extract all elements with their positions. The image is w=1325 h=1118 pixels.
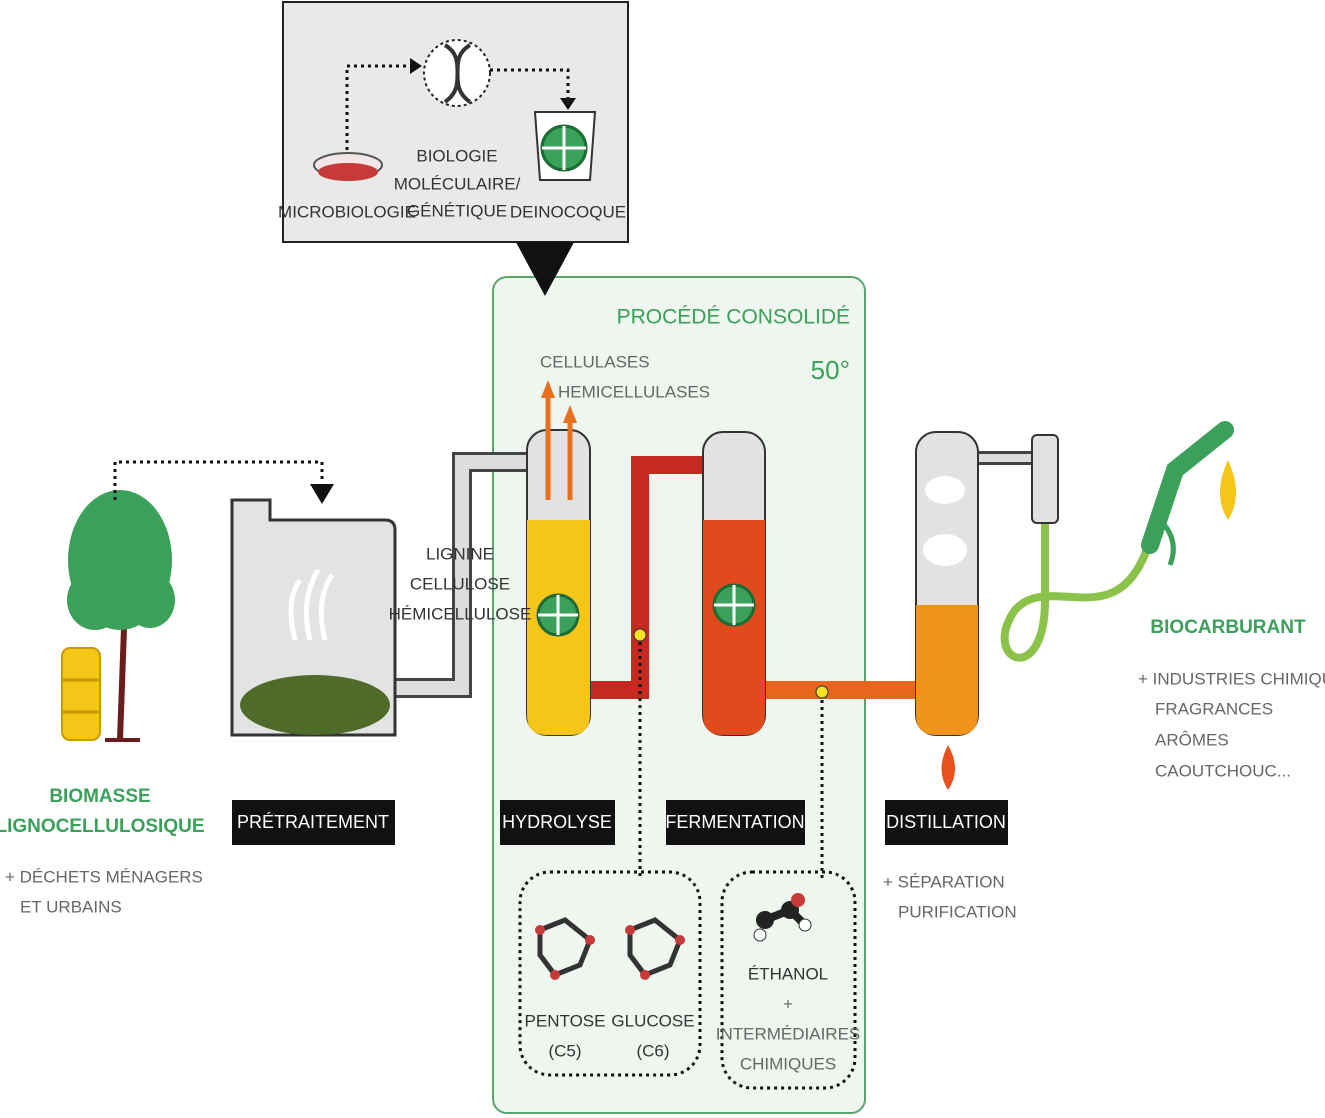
biomass-note: ET URBAINS <box>20 897 122 916</box>
step-label: BIOLOGIE <box>416 146 497 165</box>
pretreatment-tank <box>232 500 395 735</box>
plus: + <box>783 994 793 1013</box>
sugar-name: PENTOSE <box>525 1011 606 1030</box>
stage-label: HYDROLYSE <box>502 812 612 832</box>
stage-label: PRÉTRAITEMENT <box>237 812 389 832</box>
biomass-title: LIGNOCELLULOSIQUE <box>0 816 205 837</box>
biomass-title: BIOMASSE <box>49 786 150 807</box>
component: LIGNINE <box>426 544 494 563</box>
sugar-formula: (C6) <box>636 1041 669 1060</box>
biofuel-note: CAOUTCHOUC... <box>1155 761 1291 780</box>
area-title: PROCÉDÉ CONSOLIDÉ <box>617 306 850 329</box>
ethanol: ÉTHANOL <box>748 964 828 983</box>
fuel-nozzle <box>1150 430 1236 565</box>
enzyme: HEMICELLULASES <box>558 382 710 401</box>
distillation-note: + SÉPARATION <box>883 872 1005 891</box>
biofuel-note: + INDUSTRIES CHIMIQUES <box>1138 669 1325 688</box>
biofuel-title: BIOCARBURANT <box>1150 617 1306 638</box>
distillation-vessel <box>916 432 1058 790</box>
stage-label: DISTILLATION <box>886 812 1006 832</box>
intermediates: INTERMÉDIAIRES <box>716 1024 861 1043</box>
biofuel-note: FRAGRANCES <box>1155 699 1273 718</box>
diagram: MICROBIOLOGIE BIOLOGIE MOLÉCULAIRE/ GÉNÉ… <box>0 0 1325 1118</box>
sugar-formula: (C5) <box>548 1041 581 1060</box>
page: MICROBIOLOGIE BIOLOGIE MOLÉCULAIRE/ GÉNÉ… <box>0 0 1325 1118</box>
component: HÉMICELLULOSE <box>389 604 532 623</box>
step-label: GÉNÉTIQUE <box>407 201 507 220</box>
step-label: MOLÉCULAIRE/ <box>394 174 521 193</box>
enzyme: CELLULASES <box>540 352 650 371</box>
sugar-name: GLUCOSE <box>611 1011 694 1030</box>
step-label: MICROBIOLOGIE <box>278 202 416 221</box>
biofuel-note: ARÔMES <box>1155 730 1229 749</box>
biomass-note: + DÉCHETS MÉNAGERS <box>5 867 203 886</box>
step-label: DEINOCOQUE <box>510 202 626 221</box>
intermediates: CHIMIQUES <box>740 1054 836 1073</box>
component: CELLULOSE <box>410 574 510 593</box>
stage-label: FERMENTATION <box>665 812 804 832</box>
temperature: 50° <box>811 355 850 385</box>
distillation-note: PURIFICATION <box>898 902 1017 921</box>
